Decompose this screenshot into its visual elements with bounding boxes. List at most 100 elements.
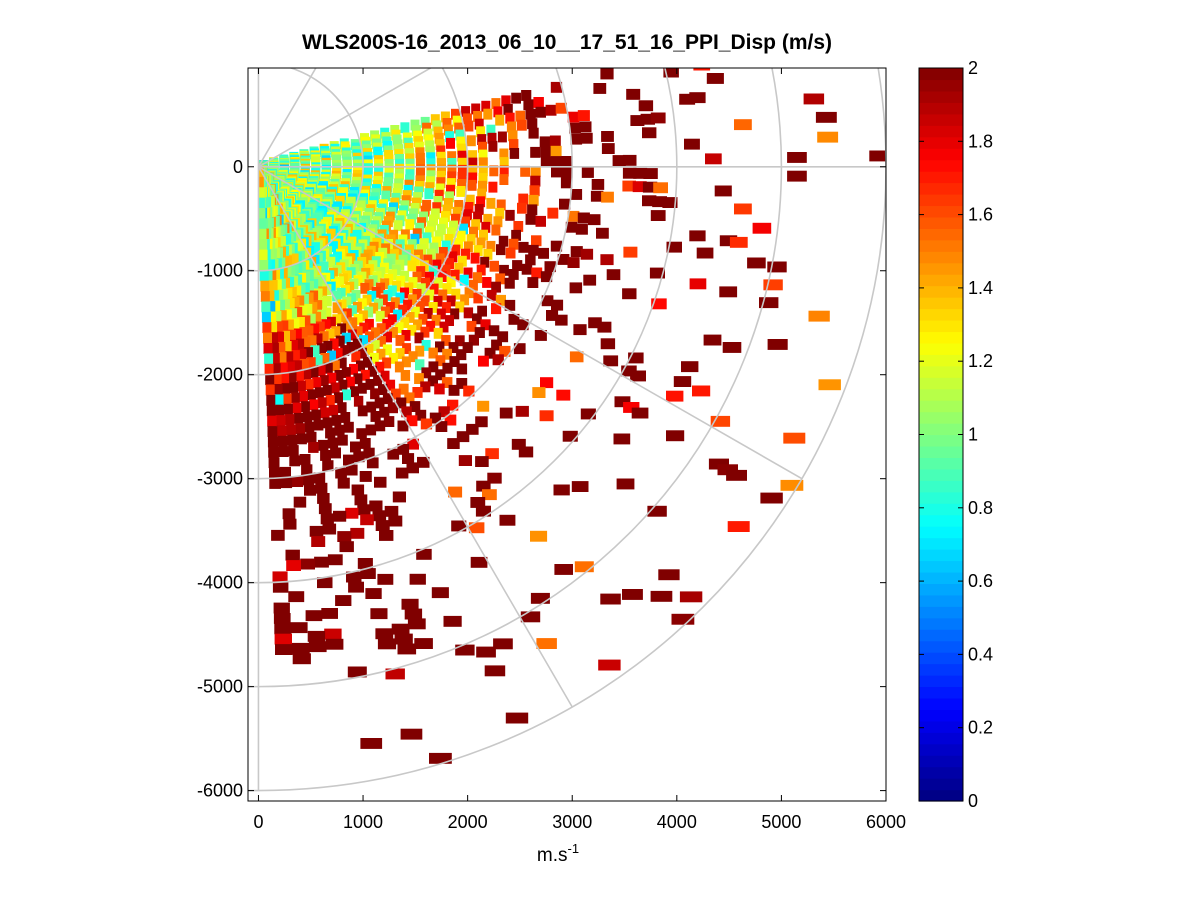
data-cell	[612, 155, 626, 166]
data-cell	[511, 92, 521, 104]
data-cell	[478, 180, 487, 192]
data-cell	[591, 179, 605, 190]
data-cell	[425, 176, 435, 188]
colorbar-segment	[919, 182, 963, 195]
data-cell	[570, 133, 583, 145]
data-cell	[559, 198, 571, 210]
data-cell	[438, 289, 448, 301]
data-cell	[441, 377, 453, 388]
data-cell	[415, 359, 425, 371]
data-cell	[436, 145, 446, 157]
data-cell	[470, 497, 486, 508]
data-cell	[581, 167, 594, 178]
data-cell	[734, 119, 752, 131]
data-cell	[276, 415, 286, 426]
data-cell	[499, 165, 509, 177]
data-cell	[600, 593, 621, 605]
data-cell	[290, 350, 300, 361]
data-cell	[445, 131, 455, 143]
data-cell	[390, 388, 401, 400]
data-cell	[425, 182, 435, 194]
data-cell	[454, 122, 464, 134]
data-cell	[433, 126, 443, 138]
data-cell	[330, 360, 340, 372]
data-cell	[459, 223, 468, 235]
data-cell	[417, 456, 430, 468]
data-cell	[600, 254, 614, 266]
data-cell	[325, 638, 344, 650]
data-cell	[477, 188, 487, 200]
data-cell	[622, 288, 637, 300]
data-cell	[708, 458, 729, 470]
data-cell	[505, 247, 516, 259]
data-cell	[348, 317, 358, 329]
data-cell	[447, 158, 457, 169]
data-cell	[387, 402, 398, 414]
data-cell	[328, 404, 339, 416]
data-cell	[473, 272, 482, 284]
data-cell	[396, 397, 407, 409]
data-cell	[696, 247, 714, 259]
data-cell	[327, 372, 337, 384]
data-cell	[304, 292, 314, 304]
colorbar-segment	[919, 285, 963, 298]
data-cell	[365, 331, 374, 343]
colorbar-segment	[919, 537, 963, 550]
data-cell	[479, 229, 488, 241]
data-cell	[317, 397, 327, 409]
data-cell	[597, 321, 612, 333]
data-cell	[398, 383, 409, 395]
data-cell	[347, 305, 357, 317]
data-cell	[337, 357, 347, 369]
data-cell	[335, 195, 345, 207]
data-cell	[485, 448, 499, 460]
data-cell	[332, 314, 342, 326]
data-cell	[650, 210, 666, 221]
data-cell	[374, 476, 387, 488]
data-cell	[630, 370, 646, 382]
data-cell	[503, 104, 513, 115]
data-cell	[375, 520, 390, 531]
data-cell	[530, 592, 550, 604]
colorbar-segment	[919, 652, 963, 665]
data-cell	[342, 320, 352, 332]
data-cell	[650, 112, 666, 124]
data-cell	[331, 326, 341, 338]
data-cell	[314, 556, 329, 568]
data-cell	[308, 302, 318, 313]
data-cell	[549, 135, 561, 147]
data-cell	[590, 190, 604, 202]
data-cell	[323, 340, 333, 352]
data-cell	[316, 365, 326, 376]
data-cell	[405, 312, 415, 323]
data-cell	[288, 591, 305, 603]
data-cell	[279, 320, 289, 332]
data-cell	[426, 152, 436, 164]
data-cell	[313, 333, 323, 345]
data-cell	[462, 209, 472, 221]
data-cell	[417, 243, 426, 255]
data-cell	[528, 127, 539, 139]
data-cell	[401, 330, 411, 341]
data-cell	[266, 394, 276, 406]
data-cell	[286, 424, 296, 436]
data-cell	[369, 500, 383, 512]
data-cell	[280, 372, 290, 384]
data-cell	[647, 505, 667, 517]
data-cell	[528, 194, 539, 206]
data-cell	[293, 412, 304, 424]
data-cell	[435, 139, 445, 150]
data-cell	[601, 191, 614, 203]
data-cell	[448, 251, 458, 263]
data-cell	[456, 431, 470, 443]
data-cell	[293, 306, 303, 318]
data-cell	[461, 216, 471, 228]
data-cell	[285, 414, 295, 425]
data-cell	[484, 347, 496, 359]
data-cell	[359, 335, 368, 346]
data-cell	[445, 258, 454, 269]
data-cell	[408, 351, 418, 363]
data-cell	[429, 283, 439, 295]
data-cell	[493, 106, 503, 118]
